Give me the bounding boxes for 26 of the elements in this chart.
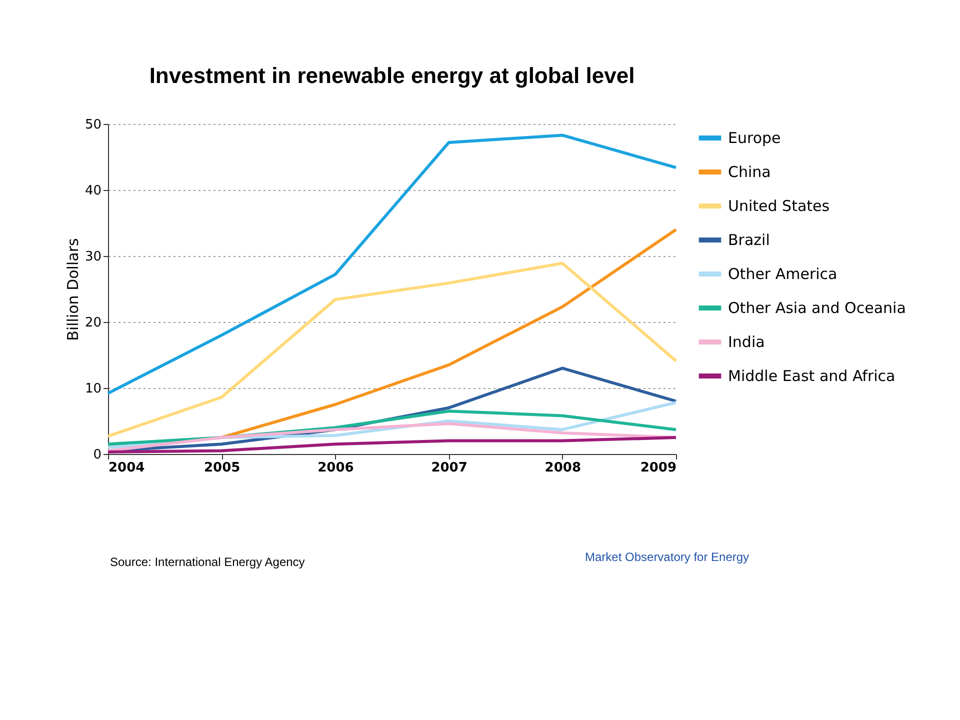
legend-label: India	[728, 333, 765, 351]
x-tick-label: 2005	[204, 460, 240, 476]
legend-label: United States	[728, 197, 830, 215]
y-tick-label: 20	[84, 316, 102, 330]
x-tick-label: 2007	[431, 460, 468, 476]
legend-label: Other Asia and Oceania	[728, 299, 906, 317]
x-tick-label: 2004	[108, 460, 145, 476]
legend-label: China	[728, 163, 771, 181]
source-note: Source: International Energy Agency	[110, 555, 305, 569]
y-tick-label: 30	[84, 250, 102, 264]
y-tick-label: 0	[93, 448, 102, 462]
line-series	[106, 134, 678, 395]
x-tick-label: 2009	[640, 460, 676, 476]
legend-label: Brazil	[728, 231, 770, 249]
y-tick-label: 50	[84, 118, 102, 132]
y-tick-label: 10	[84, 382, 102, 396]
legend-label: Europe	[728, 129, 781, 147]
legend-label: Other America	[728, 265, 838, 283]
x-tick-label: 2008	[544, 460, 581, 476]
y-axis-title: Billion Dollars	[64, 238, 82, 341]
legend-label: Middle East and Africa	[728, 367, 896, 385]
y-tick-label: 40	[84, 184, 102, 198]
line-series	[106, 262, 678, 438]
x-tick-label: 2006	[318, 460, 354, 476]
text: Market Observatory for Energy	[585, 550, 750, 564]
chart-title: Investment in renewable energy at global level	[149, 63, 635, 88]
